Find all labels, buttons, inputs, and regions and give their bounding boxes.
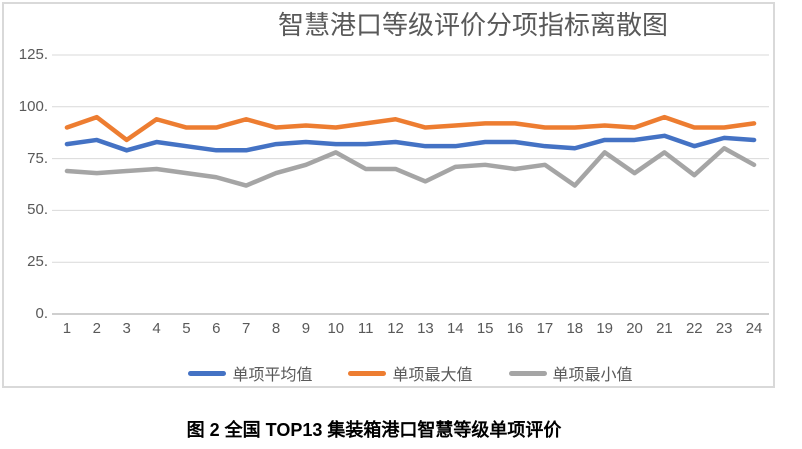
x-tick-label: 24 [745,320,763,337]
x-tick-label: 2 [92,320,101,337]
x-tick-label: 1 [62,320,72,337]
legend-swatch-icon [188,370,227,376]
x-tick-label: 6 [212,320,221,337]
x-tick-label: 3 [122,320,131,337]
x-tick-label: 21 [656,320,673,337]
y-tick-label: 0. [35,305,48,322]
x-tick-label: 20 [626,320,643,337]
legend-item-2: 单项最小值 [508,361,633,385]
x-tick-label: 22 [685,320,703,337]
x-tick-label: 7 [242,320,251,337]
figure-caption: 图 2 全国 TOP13 集装箱港口智慧等级单项评价 [186,420,562,440]
x-tick-label: 5 [182,320,191,337]
y-tick-label: 75. [27,149,48,167]
series-line-0 [64,133,757,153]
x-tick-label: 8 [271,320,281,337]
series-line-2 [64,145,757,188]
plot-area [52,54,769,315]
x-tick-label: 12 [387,320,404,337]
chart-title: 智慧港口等级评价分项指标离散图 [278,10,669,40]
x-tick-label: 23 [715,320,733,337]
y-tick-label: 100. [18,97,48,115]
x-tick-label: 18 [566,320,584,337]
x-tick-label: 19 [596,320,614,337]
legend-item-1: 单项最大值 [348,361,473,385]
y-tick-label: 125. [18,46,48,63]
legend-item-0: 单项平均值 [188,361,312,385]
x-tick-label: 11 [357,320,374,337]
y-tick-label: 25. [27,253,48,271]
x-tick-label: 14 [446,320,464,337]
x-tick-label: 4 [152,320,161,337]
legend-label: 单项平均值 [232,367,313,384]
legend-label: 单项最小值 [552,367,633,384]
x-tick-label: 13 [417,320,434,337]
legend-label: 单项最大值 [392,367,473,384]
x-tick-label: 16 [506,320,524,337]
legend-swatch-icon [508,370,547,376]
x-tick-label: 9 [301,320,311,337]
y-tick-label: 50. [27,201,48,219]
x-tick-label: 17 [536,320,554,337]
x-tick-label: 15 [476,320,494,337]
x-tick-label: 10 [327,320,345,337]
chart-legend: 单项平均值 单项最大值 单项最小值 [52,362,769,384]
legend-swatch-icon [348,370,387,376]
series-line-1 [64,114,757,143]
